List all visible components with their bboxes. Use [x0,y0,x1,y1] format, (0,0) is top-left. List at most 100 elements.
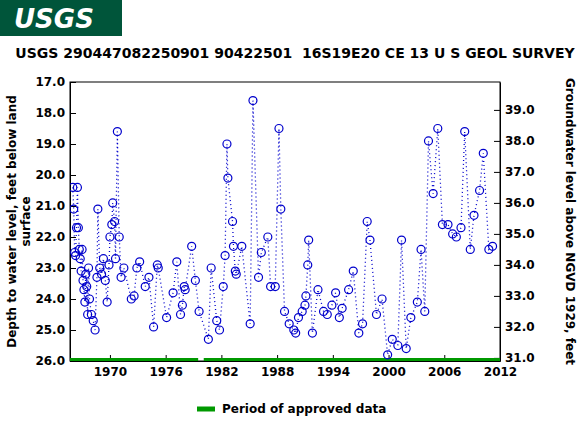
data-point [113,128,121,136]
data-point [271,283,279,291]
tick-label: 33.0 [505,289,535,303]
chart-svg: USGS USGS 290447082250901 90422501 16S19E… [0,0,580,430]
tick: 21.0 [35,199,76,213]
data-point [221,252,229,260]
data-point [332,289,340,297]
data-point [275,125,283,133]
tick: 26.0 [35,354,76,368]
data-point [219,283,227,291]
tick: 23.0 [35,261,76,275]
data-point [150,323,158,331]
tick: 18.0 [35,106,76,120]
data-point [223,140,231,148]
data-point [229,218,237,226]
tick-label: 2012 [484,365,517,379]
y-axis-title: Depth to water level, feet below landsur… [5,95,33,348]
data-point [479,149,487,157]
data-point [112,255,120,263]
data-point [120,264,128,272]
data-point [328,301,336,309]
data-point [355,329,363,337]
data-point [141,283,149,291]
data-point [429,190,437,198]
data-point [314,286,322,294]
tick-label: 20.0 [35,168,65,182]
data-point [78,245,86,253]
title: USGS 290447082250901 90422501 16S19E20 C… [15,45,575,61]
data-point [461,128,469,136]
data-point [94,205,102,213]
tick: 35.0 [494,227,535,241]
data-point [85,264,93,272]
tick: 32.0 [494,320,535,334]
data-point [470,211,478,219]
data-point [204,335,212,343]
tick: 25.0 [35,323,76,337]
data-point [238,242,246,250]
data-point [191,276,199,284]
data-point [323,311,331,319]
data-point [181,286,189,294]
data-point [86,295,94,303]
tick-label: 38.0 [505,134,535,148]
tick-label: 18.0 [35,106,65,120]
data-point [402,345,410,353]
data-point [359,320,367,328]
tick-mark [494,265,500,266]
tick: 38.0 [494,134,535,148]
data-point [145,273,153,281]
logo: USGS [14,4,94,34]
data-point [73,183,81,191]
legend-label: Period of approved data [222,402,386,416]
tick: 22.0 [35,230,76,244]
data-point [349,267,357,275]
tick-mark [70,268,76,269]
data-point [163,314,171,322]
y2-axis: 31.032.033.034.035.036.037.038.039.0 [494,83,535,366]
tick: 19.0 [35,137,76,151]
y-axis-title-line: Depth to water level, feet below land [5,95,19,348]
data-point [117,273,125,281]
y-axis-line [70,83,71,362]
data-point [255,273,263,281]
tick-mark [494,296,500,297]
data-point [424,137,432,145]
y-axis: 17.018.019.020.021.022.023.024.025.026.0 [35,75,76,368]
legend: Period of approved data [197,402,386,416]
data-point [188,242,196,250]
tick-label: 39.0 [505,103,535,117]
data-point [304,261,312,269]
tick-mark [494,141,500,142]
tick-label: 37.0 [505,165,535,179]
data-point [417,245,425,253]
data-point [489,242,497,250]
tick: 36.0 [494,196,535,210]
tick-label: 26.0 [35,354,65,368]
plot-area [70,97,500,361]
data-point [476,187,484,195]
tick-label: 32.0 [505,320,535,334]
logo-background [0,0,122,36]
data-point [101,276,109,284]
tick: 37.0 [494,165,535,179]
tick-mark [494,234,500,235]
data-point [216,326,224,334]
tick-label: 17.0 [35,75,65,89]
y2-axis-line [500,83,501,362]
data-point [366,236,374,244]
tick: 34.0 [494,258,535,272]
data-point [301,301,309,309]
tick-label: 35.0 [505,227,535,241]
data-point [76,255,84,263]
data-point [103,298,111,306]
data-point [249,97,257,105]
data-point [91,326,99,334]
data-point [421,307,429,315]
data-point [111,218,119,226]
data-point [302,292,310,300]
tick-mark [70,237,76,238]
tick-mark [494,172,500,173]
series-line [73,101,493,355]
tick-label: 1982 [205,365,238,379]
data-point [74,224,82,232]
